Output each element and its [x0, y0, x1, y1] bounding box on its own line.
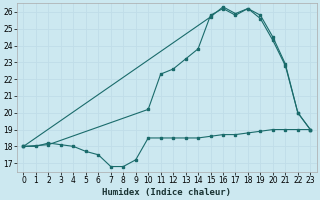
X-axis label: Humidex (Indice chaleur): Humidex (Indice chaleur) [102, 188, 231, 197]
